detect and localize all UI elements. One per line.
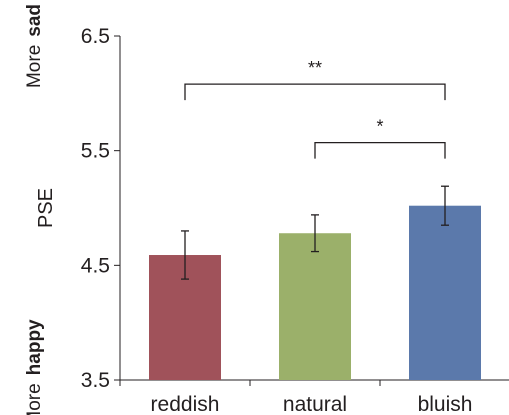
significance-bracket xyxy=(184,83,446,101)
y-axis-label: PSE xyxy=(35,188,57,228)
more-sad-line2: sad xyxy=(24,4,45,37)
x-category-label-reddish: reddish xyxy=(151,393,220,415)
y-tick-label: 3.5 xyxy=(81,369,110,392)
y-tick-label: 6.5 xyxy=(81,25,110,48)
svg-text:More sad: More sad xyxy=(24,4,45,88)
x-category-label-natural: natural xyxy=(283,393,347,415)
bar-bluish xyxy=(409,205,481,380)
significance-label: ** xyxy=(308,58,322,78)
y-tick-label: 4.5 xyxy=(81,254,110,277)
more-sad-line1: More xyxy=(24,45,45,88)
significance-label: * xyxy=(376,117,383,137)
x-category-label-bluish: bluish xyxy=(418,393,473,415)
bar-natural xyxy=(279,233,351,380)
more-happy-line1: More xyxy=(24,383,45,415)
significance-bracket xyxy=(314,141,446,159)
y-tick-label: 5.5 xyxy=(81,140,110,163)
more-happy-line2: happy xyxy=(24,319,45,375)
svg-text:More happy: More happy xyxy=(24,319,45,415)
